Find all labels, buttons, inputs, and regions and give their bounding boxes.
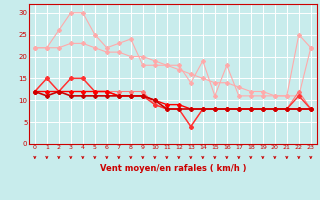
X-axis label: Vent moyen/en rafales ( km/h ): Vent moyen/en rafales ( km/h ) <box>100 164 246 173</box>
